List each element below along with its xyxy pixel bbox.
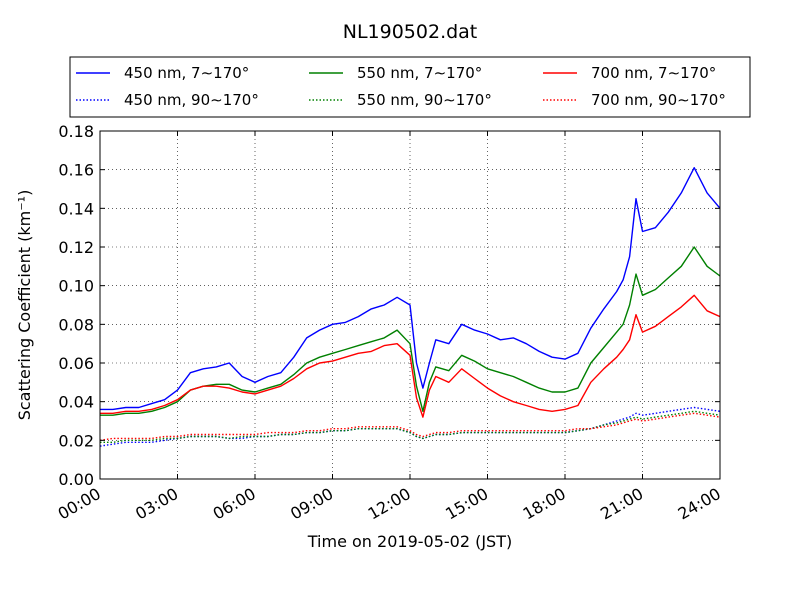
legend-label: 700 nm, 90∼170°	[591, 91, 726, 109]
legend-label: 700 nm, 7∼170°	[591, 64, 716, 82]
grid-lines	[100, 131, 720, 479]
axis-ticks	[99, 130, 721, 480]
y-tick-label: 0.14	[58, 199, 94, 218]
series-line-700-nm-90-170	[99, 412, 721, 441]
y-tick-label: 0.10	[58, 277, 94, 296]
series-line-450-nm-7-170	[100, 166, 721, 411]
y-tick-label: 0.16	[58, 161, 94, 180]
y-tick-label: 0.08	[58, 315, 94, 334]
series-lines	[99, 166, 721, 447]
series-line-700-nm-7-170	[100, 294, 721, 418]
series-line-550-nm-7-170	[100, 246, 721, 416]
legend-box	[69, 56, 751, 118]
y-tick-label: 0.18	[58, 122, 94, 141]
y-tick-label: 0.12	[58, 238, 94, 257]
legend-label: 450 nm, 90∼170°	[124, 91, 259, 109]
y-tick-label: 0.06	[58, 354, 94, 373]
chart-title: NL190502.dat	[343, 21, 478, 43]
legend-label: 550 nm, 90∼170°	[357, 91, 492, 109]
x-axis-label: Time on 2019-05-02 (JST)	[307, 532, 512, 551]
legend-label: 450 nm, 7∼170°	[124, 64, 249, 82]
y-tick-label: 0.04	[58, 393, 94, 412]
legend-label: 550 nm, 7∼170°	[357, 64, 482, 82]
legend: 450 nm, 7∼170° 550 nm, 7∼170° 700 nm, 7∼17…	[69, 56, 751, 118]
y-tick-label: 0.02	[58, 431, 94, 450]
series-line-550-nm-90-170	[100, 410, 721, 443]
y-tick-label: 0.00	[58, 470, 94, 489]
y-axis-label: Scattering Coefficient (km⁻¹)	[15, 190, 34, 421]
